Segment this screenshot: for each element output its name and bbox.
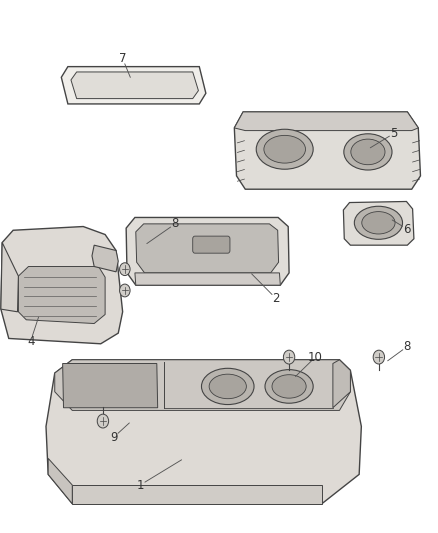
Circle shape <box>120 284 130 297</box>
Circle shape <box>373 350 385 364</box>
Ellipse shape <box>256 130 313 169</box>
Polygon shape <box>18 266 105 324</box>
Text: 4: 4 <box>27 335 35 348</box>
Circle shape <box>120 263 130 276</box>
Ellipse shape <box>362 212 395 234</box>
Text: 8: 8 <box>172 217 179 230</box>
Ellipse shape <box>351 139 385 165</box>
Circle shape <box>97 414 109 428</box>
Ellipse shape <box>344 134 392 170</box>
Polygon shape <box>46 360 361 504</box>
Polygon shape <box>92 245 118 272</box>
Polygon shape <box>48 458 72 504</box>
Polygon shape <box>71 72 198 99</box>
Polygon shape <box>136 224 279 273</box>
Polygon shape <box>333 360 350 408</box>
Polygon shape <box>343 201 414 245</box>
Ellipse shape <box>272 375 306 398</box>
FancyBboxPatch shape <box>193 236 230 253</box>
Polygon shape <box>126 217 289 285</box>
Ellipse shape <box>354 206 403 239</box>
Ellipse shape <box>265 370 313 403</box>
Polygon shape <box>61 67 206 104</box>
Polygon shape <box>55 360 350 410</box>
Text: 2: 2 <box>272 292 280 305</box>
Text: 1: 1 <box>136 479 144 491</box>
Polygon shape <box>234 112 418 131</box>
Polygon shape <box>72 485 322 504</box>
Ellipse shape <box>201 368 254 405</box>
Ellipse shape <box>264 135 305 163</box>
Polygon shape <box>135 273 280 285</box>
Ellipse shape <box>209 374 246 399</box>
Text: 10: 10 <box>308 351 323 364</box>
Polygon shape <box>1 227 123 344</box>
Text: 5: 5 <box>391 127 398 140</box>
Text: 9: 9 <box>110 431 118 443</box>
Polygon shape <box>1 243 18 312</box>
Circle shape <box>283 350 295 364</box>
Text: 8: 8 <box>404 340 411 353</box>
Polygon shape <box>234 112 420 189</box>
Text: 6: 6 <box>403 223 411 236</box>
Text: 7: 7 <box>119 52 127 65</box>
Polygon shape <box>63 364 158 408</box>
